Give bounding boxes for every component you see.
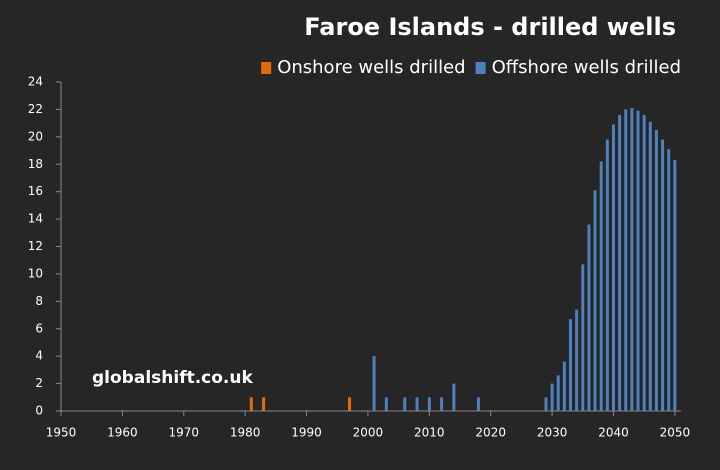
x-tick-label: 2030	[537, 426, 568, 440]
y-tick-label: 6	[35, 321, 43, 335]
bar	[605, 139, 609, 411]
y-tick-label: 12	[28, 239, 43, 253]
bar	[415, 397, 419, 411]
bar	[348, 397, 352, 411]
x-tick-label: 1970	[168, 426, 199, 440]
bar	[544, 397, 548, 411]
legend-label: Onshore wells drilled	[277, 57, 465, 78]
bar	[599, 161, 603, 411]
y-tick-label: 24	[28, 75, 43, 89]
x-tick-label: 1990	[291, 426, 322, 440]
bar	[249, 397, 253, 411]
bar	[556, 375, 560, 411]
x-tick-label: 2010	[414, 426, 445, 440]
legend-swatch	[475, 62, 486, 74]
x-tick-label: 1950	[46, 426, 77, 440]
y-tick-label: 0	[35, 404, 43, 418]
bar	[636, 110, 640, 411]
bar	[611, 124, 615, 411]
bar	[550, 383, 554, 411]
bar	[575, 309, 579, 411]
bar	[624, 109, 628, 412]
bar	[667, 149, 671, 411]
bar	[372, 356, 376, 411]
bar	[642, 114, 646, 412]
bar	[427, 397, 431, 411]
x-tick-label: 1960	[107, 426, 138, 440]
legend-swatch	[261, 62, 272, 74]
bar	[262, 397, 266, 411]
x-tick-label: 2050	[660, 426, 691, 440]
bar	[618, 114, 622, 412]
y-tick-label: 8	[35, 294, 43, 308]
bar	[673, 160, 677, 411]
y-tick-label: 4	[35, 349, 43, 363]
bar	[476, 397, 480, 411]
y-tick-label: 22	[28, 102, 43, 116]
x-tick-label: 2020	[475, 426, 506, 440]
annotation: globalshift.co.uk	[92, 368, 253, 388]
bar	[587, 224, 591, 411]
y-tick-label: 20	[28, 129, 43, 143]
bar	[630, 108, 634, 411]
bar	[562, 361, 566, 411]
y-tick-label: 2	[35, 376, 43, 390]
bar	[648, 121, 652, 412]
bar	[661, 139, 665, 411]
y-tick-label: 18	[28, 157, 43, 171]
legend-label: Offshore wells drilled	[492, 57, 681, 78]
y-tick-label: 14	[28, 212, 43, 226]
bar	[440, 397, 444, 411]
bar	[452, 383, 456, 411]
bar	[569, 319, 573, 411]
bar	[593, 190, 597, 411]
chart-title: Faroe Islands - drilled wells	[304, 13, 676, 41]
bar	[384, 397, 388, 411]
x-tick-label: 2000	[353, 426, 384, 440]
bar	[581, 264, 585, 411]
y-tick-label: 16	[28, 184, 43, 198]
bar	[654, 129, 658, 411]
x-tick-label: 2040	[598, 426, 629, 440]
y-tick-label: 10	[28, 266, 43, 280]
x-tick-label: 1980	[230, 426, 261, 440]
bar	[403, 397, 407, 411]
